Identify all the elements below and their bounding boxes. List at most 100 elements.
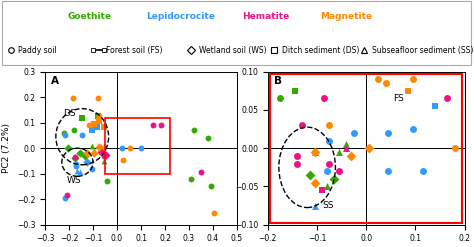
Point xyxy=(207,185,214,188)
Y-axis label: PC2 (7.2%): PC2 (7.2%) xyxy=(2,123,11,173)
Point xyxy=(91,149,98,153)
Point xyxy=(94,114,101,118)
Point xyxy=(326,139,333,143)
Point xyxy=(102,153,110,157)
Point xyxy=(323,169,330,173)
Point xyxy=(335,150,343,154)
Text: Hematite: Hematite xyxy=(242,12,289,21)
Point xyxy=(293,162,301,165)
Point xyxy=(374,77,382,81)
Point xyxy=(73,169,81,173)
Text: Magnetite: Magnetite xyxy=(320,12,372,21)
Point xyxy=(91,151,98,155)
Point xyxy=(419,169,427,173)
Point xyxy=(326,162,333,165)
Point xyxy=(444,97,451,101)
Point xyxy=(311,181,319,185)
Point xyxy=(62,133,69,137)
Point xyxy=(293,154,301,158)
Point xyxy=(62,196,69,200)
Point xyxy=(318,188,326,192)
Point xyxy=(330,177,338,181)
Text: Lepidocrocite: Lepidocrocite xyxy=(146,12,215,21)
Text: Goethite: Goethite xyxy=(68,12,112,21)
Point xyxy=(76,151,83,155)
Point xyxy=(83,151,91,155)
Point xyxy=(100,154,108,158)
Point xyxy=(276,97,284,101)
Point xyxy=(81,154,89,158)
Point xyxy=(95,114,103,118)
Point xyxy=(343,146,350,150)
Point xyxy=(95,145,103,149)
Point xyxy=(93,124,100,128)
Point xyxy=(384,169,392,173)
Point xyxy=(100,144,108,148)
Point xyxy=(320,97,328,101)
Point xyxy=(100,124,108,128)
Point xyxy=(306,173,313,177)
Point xyxy=(98,150,105,154)
Point xyxy=(83,160,91,164)
Point xyxy=(323,185,330,188)
Point xyxy=(91,122,98,126)
Text: Paddy soil: Paddy soil xyxy=(18,45,57,55)
Point xyxy=(73,162,80,165)
Text: WS: WS xyxy=(67,176,81,185)
Point xyxy=(100,159,108,163)
Point xyxy=(431,104,439,108)
Point xyxy=(69,96,76,100)
Point xyxy=(98,145,105,149)
Point xyxy=(384,131,392,135)
Point xyxy=(88,144,96,148)
Text: A: A xyxy=(51,76,59,86)
Point xyxy=(326,123,333,127)
Point xyxy=(88,167,96,171)
Point xyxy=(118,146,126,150)
Point xyxy=(78,116,86,120)
Point xyxy=(409,77,417,81)
Point xyxy=(404,89,412,93)
Text: DS: DS xyxy=(63,109,76,118)
Point xyxy=(149,123,157,127)
Point xyxy=(64,146,72,150)
Text: FS: FS xyxy=(393,94,404,103)
Text: Wetland soil (WS): Wetland soil (WS) xyxy=(199,45,266,55)
Point xyxy=(311,150,319,154)
Point xyxy=(311,150,319,154)
Text: Subseafloor sediment (SS): Subseafloor sediment (SS) xyxy=(372,45,473,55)
Point xyxy=(343,142,350,146)
Point xyxy=(70,128,78,132)
Point xyxy=(71,155,79,159)
Point xyxy=(204,136,212,140)
Point xyxy=(197,170,205,174)
Point xyxy=(291,89,299,93)
Point xyxy=(127,146,134,150)
Point xyxy=(73,164,80,168)
Point xyxy=(71,156,79,160)
Point xyxy=(94,96,101,100)
Point xyxy=(88,128,96,132)
Point xyxy=(190,128,198,132)
Point xyxy=(61,131,68,135)
Point xyxy=(63,193,71,197)
Point xyxy=(86,123,93,127)
Bar xyxy=(105,118,170,174)
Point xyxy=(158,123,165,127)
Text: SS: SS xyxy=(322,201,333,210)
Text: Ditch sediment (DS): Ditch sediment (DS) xyxy=(282,45,359,55)
Point xyxy=(409,127,417,131)
Point xyxy=(299,123,306,127)
Point xyxy=(350,131,358,135)
Point xyxy=(119,158,127,162)
Point xyxy=(104,179,111,183)
Text: B: B xyxy=(273,76,282,86)
Point xyxy=(347,154,355,158)
Point xyxy=(365,146,373,150)
Point xyxy=(311,204,319,207)
Point xyxy=(95,120,103,124)
Text: Forest soil (FS): Forest soil (FS) xyxy=(106,45,163,55)
Point xyxy=(188,177,195,181)
Point xyxy=(382,81,390,85)
Point xyxy=(76,170,83,174)
